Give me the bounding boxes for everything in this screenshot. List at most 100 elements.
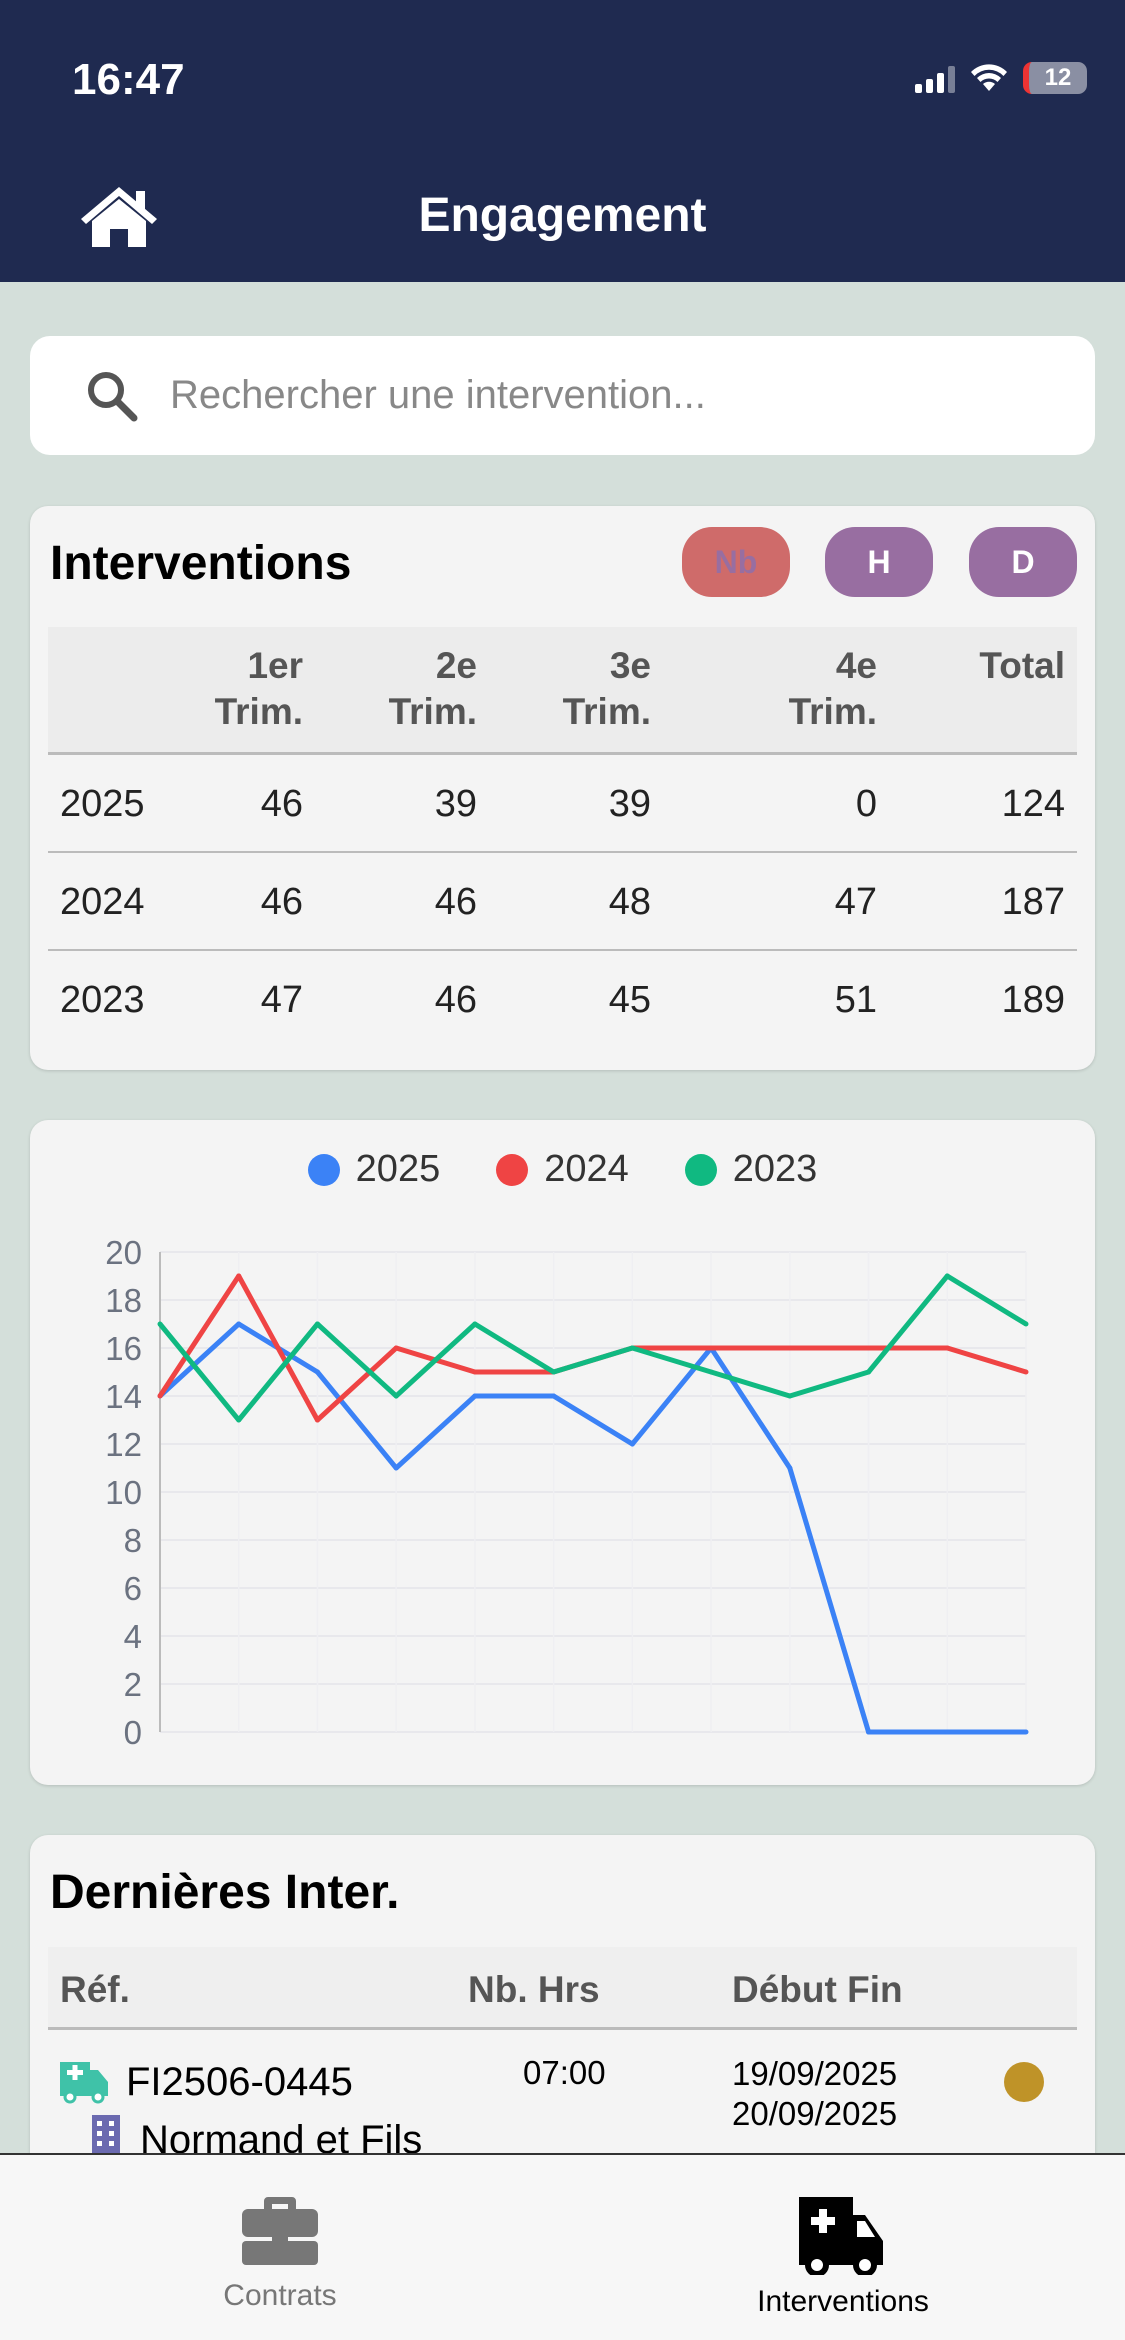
home-icon[interactable] [78, 183, 160, 249]
col-q2: 2e Trim. [388, 645, 477, 732]
ambulance-icon [60, 2062, 108, 2104]
col-dates: Début Fin [732, 1969, 903, 2010]
col-ref: Réf. [60, 1969, 130, 2010]
search-icon [88, 371, 138, 421]
search-input[interactable]: Rechercher une intervention... [30, 336, 1095, 455]
battery-icon: 12 [1023, 62, 1087, 94]
legend-dot [496, 1153, 529, 1186]
data-point [1023, 1321, 1029, 1327]
quarterly-table: 1er Trim. 2e Trim. 3e Trim. 4e Trim. Total 2… [48, 627, 1077, 1049]
legend-label: 2023 [732, 1148, 818, 1190]
y-tick-label: 2 [124, 1666, 142, 1703]
cell-value: 47 [260, 979, 303, 1021]
data-point [1023, 1369, 1029, 1375]
y-tick-label: 8 [124, 1522, 142, 1559]
data-point [314, 1417, 320, 1423]
status-icons: 12 [915, 62, 1087, 94]
col-total: Total [979, 645, 1065, 686]
data-point [866, 1345, 872, 1351]
data-point [393, 1393, 399, 1399]
data-point [393, 1345, 399, 1351]
wifi-icon [971, 64, 1007, 91]
status-dot [1004, 2062, 1044, 2102]
legend-item[interactable]: 2023 [684, 1148, 818, 1191]
tab-interventions[interactable]: Interventions [693, 2195, 993, 2319]
table-row: 2024 46 46 48 47 187 [48, 853, 1077, 951]
col-q1: 1er Trim. [214, 645, 303, 732]
data-point [866, 1729, 872, 1735]
chart-card: 2025 2024 2023 0 2 4 6 8 10 12 14 16 18 20 [30, 1120, 1095, 1785]
tab-contrats[interactable]: Contrats [130, 2195, 430, 2313]
cell-value: 48 [608, 881, 651, 923]
table-header: Réf. Nb. Hrs Début Fin [48, 1947, 1077, 2030]
table-header: 1er Trim. 2e Trim. 3e Trim. 4e Trim. Total [48, 627, 1077, 755]
data-point [157, 1321, 163, 1327]
data-point [708, 1345, 714, 1351]
col-hours: Nb. Hrs [468, 1969, 600, 2010]
cell-value: 45 [608, 979, 651, 1021]
data-point [236, 1321, 242, 1327]
data-point [551, 1393, 557, 1399]
cell-value: 46 [434, 979, 477, 1021]
page-title: Engagement [418, 189, 707, 242]
signal-icon [915, 63, 955, 93]
briefcase-icon [242, 2197, 318, 2265]
data-point [1023, 1729, 1029, 1735]
data-point [629, 1345, 635, 1351]
legend-label: 2024 [544, 1148, 629, 1190]
series-line-2023 [158, 1273, 1028, 1423]
row-year: 2023 [60, 979, 145, 1021]
data-point [944, 1273, 950, 1279]
ambulance-icon [799, 2197, 883, 2277]
latest-table: Réf. Nb. Hrs Début Fin FI2506-0445 Norma… [48, 1947, 1077, 2170]
table-row[interactable]: FI2506-0445 Normand et Fils 07:00 19/09/… [48, 2030, 1077, 2170]
data-point [787, 1393, 793, 1399]
line-chart: 0 2 4 6 8 10 12 14 16 18 20 [105, 1234, 1029, 1751]
series-line-2025 [158, 1321, 1026, 1735]
cell-value: 46 [434, 881, 477, 923]
cell-value: 124 [1001, 783, 1065, 825]
toggle-nb-button[interactable]: Nb [682, 527, 790, 597]
cell-value: 46 [260, 783, 303, 825]
data-point [787, 1345, 793, 1351]
tab-label: Contrats [223, 2279, 337, 2312]
data-point [314, 1321, 320, 1327]
data-point [866, 1369, 872, 1375]
data-point [472, 1393, 478, 1399]
chart-legend: 2025 2024 2023 [30, 1148, 1095, 1191]
cell-value: 46 [260, 881, 303, 923]
interventions-card: Interventions Nb H D 1er Trim. 2e Trim. 3e… [30, 506, 1095, 1070]
y-tick-label: 6 [124, 1570, 142, 1607]
col-q3: 3e Trim. [562, 645, 651, 732]
search-placeholder: Rechercher une intervention... [170, 373, 706, 417]
data-point [157, 1393, 163, 1399]
toggle-h-button[interactable]: H [825, 527, 933, 597]
data-point [944, 1345, 950, 1351]
legend-item[interactable]: 2025 [307, 1148, 440, 1191]
y-tick-label: 14 [105, 1378, 142, 1415]
data-point [314, 1369, 320, 1375]
table-row: 2023 47 46 45 51 189 [48, 951, 1077, 1049]
y-tick-label: 0 [124, 1714, 142, 1751]
cell-value: 47 [834, 881, 877, 923]
y-tick-label: 20 [105, 1234, 142, 1271]
tab-label: Interventions [757, 2285, 929, 2318]
cell-value: 51 [834, 979, 877, 1021]
y-tick-label: 4 [124, 1618, 142, 1655]
bottom-tab-bar: Contrats Interventions [0, 2153, 1125, 2340]
data-point [236, 1273, 242, 1279]
latest-title: Dernières Inter. [50, 1866, 400, 1919]
data-point [629, 1441, 635, 1447]
intervention-dates: 19/09/2025 20/09/2025 [732, 2055, 898, 2132]
app-header: 16:47 12 Engagement [0, 0, 1125, 282]
legend-item[interactable]: 2024 [496, 1148, 629, 1191]
toggle-d-button[interactable]: D [969, 527, 1077, 597]
interventions-title: Interventions [50, 537, 352, 590]
data-point [236, 1417, 242, 1423]
col-q4: 4e Trim. [788, 645, 877, 732]
data-point [944, 1729, 950, 1735]
cell-value: 0 [855, 783, 877, 825]
y-tick-label: 10 [105, 1474, 142, 1511]
row-year: 2024 [60, 881, 145, 923]
data-point [787, 1465, 793, 1471]
